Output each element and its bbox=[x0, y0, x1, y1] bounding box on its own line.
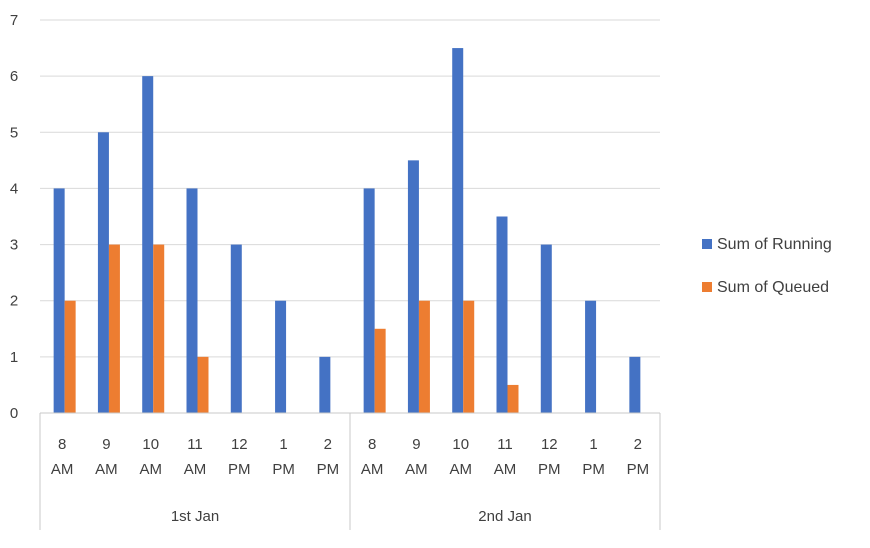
bar-queued bbox=[374, 328, 386, 413]
bar-running bbox=[186, 188, 198, 413]
x-tick-label: 9 bbox=[412, 436, 420, 453]
x-tick-label: AM bbox=[184, 461, 207, 478]
bar-running bbox=[319, 356, 331, 413]
legend: Sum of Running Sum of Queued bbox=[702, 236, 832, 296]
bar-running bbox=[585, 300, 597, 413]
legend-swatch bbox=[702, 239, 712, 249]
y-tick-label: 4 bbox=[10, 180, 18, 197]
x-tick-label: AM bbox=[405, 461, 428, 478]
x-axis: 8AM9AM10AM11AM12PM1PM2PM8AM9AM10AM11AM12… bbox=[39, 412, 661, 530]
group-label: 2nd Jan bbox=[478, 508, 531, 525]
x-tick-label: 9 bbox=[102, 436, 110, 453]
x-tick-label: 11 bbox=[497, 436, 513, 453]
bar-running bbox=[275, 300, 287, 413]
x-tick-label: AM bbox=[139, 461, 162, 478]
x-tick-label: AM bbox=[449, 461, 472, 478]
bar-running bbox=[496, 216, 508, 413]
bar-queued bbox=[507, 384, 519, 413]
y-tick-label: 0 bbox=[10, 405, 18, 422]
bar-running bbox=[629, 356, 641, 413]
y-tick-label: 5 bbox=[10, 124, 18, 141]
x-tick-label: PM bbox=[538, 461, 561, 478]
x-tick-label: AM bbox=[494, 461, 517, 478]
y-tick-label: 1 bbox=[10, 349, 18, 366]
x-tick-label: 11 bbox=[187, 436, 203, 453]
x-tick-label: PM bbox=[627, 461, 650, 478]
x-tick-label: 10 bbox=[142, 436, 159, 453]
x-tick-label: PM bbox=[582, 461, 605, 478]
bar-running bbox=[407, 160, 419, 413]
x-tick-label: 8 bbox=[368, 436, 376, 453]
x-tick-label: PM bbox=[272, 461, 295, 478]
bar-queued bbox=[418, 300, 430, 413]
y-tick-label: 6 bbox=[10, 68, 18, 85]
y-tick-label: 3 bbox=[10, 237, 18, 254]
x-tick-label: 1 bbox=[279, 436, 287, 453]
bar-running bbox=[53, 188, 65, 413]
x-tick-label: 8 bbox=[58, 436, 66, 453]
bars bbox=[53, 48, 641, 414]
gridlines bbox=[40, 19, 660, 358]
x-tick-label: 12 bbox=[231, 436, 248, 453]
bar-queued bbox=[64, 300, 76, 413]
y-tick-label: 2 bbox=[10, 293, 18, 310]
bar-queued bbox=[197, 356, 209, 413]
y-axis-ticks: 0 1 2 3 4 5 6 7 bbox=[10, 12, 18, 422]
x-tick-label: 2 bbox=[634, 436, 642, 453]
group-label: 1st Jan bbox=[171, 508, 219, 525]
bar-queued bbox=[153, 244, 165, 413]
bar-running bbox=[363, 188, 375, 413]
bar-running bbox=[452, 48, 464, 413]
bar-queued bbox=[463, 300, 475, 413]
x-tick-label: 12 bbox=[541, 436, 558, 453]
bar-running bbox=[230, 244, 242, 413]
x-tick-label: AM bbox=[51, 461, 74, 478]
x-tick-label: PM bbox=[317, 461, 340, 478]
bar-running bbox=[142, 76, 154, 414]
x-tick-label: 2 bbox=[324, 436, 332, 453]
bar-running bbox=[97, 132, 109, 414]
x-tick-label: 1 bbox=[589, 436, 597, 453]
x-tick-label: AM bbox=[95, 461, 118, 478]
x-tick-label: PM bbox=[228, 461, 251, 478]
bar-queued bbox=[108, 244, 120, 413]
legend-label: Sum of Queued bbox=[717, 279, 829, 296]
bar-running bbox=[540, 244, 552, 413]
y-tick-label: 7 bbox=[10, 12, 18, 29]
legend-label: Sum of Running bbox=[717, 236, 832, 253]
legend-swatch bbox=[702, 282, 712, 292]
x-tick-label: AM bbox=[361, 461, 384, 478]
x-tick-label: 10 bbox=[452, 436, 469, 453]
